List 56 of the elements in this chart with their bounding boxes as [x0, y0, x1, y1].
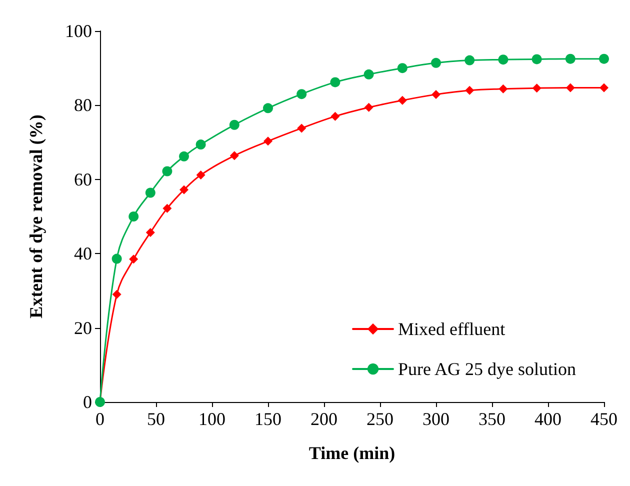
point: [397, 63, 408, 74]
point: [498, 84, 508, 94]
y-tick-label: 40: [74, 244, 92, 264]
point: [464, 55, 475, 66]
x-tick-label: 0: [96, 409, 104, 429]
point: [146, 228, 155, 237]
point: [196, 140, 206, 150]
legend-label: Mixed effluent: [398, 319, 506, 339]
point: [230, 151, 239, 160]
x-tick-label: 350: [478, 409, 506, 429]
x-tick-label: 300: [422, 409, 450, 429]
point: [145, 188, 156, 198]
legend-label: Pure AG 25 dye solution: [398, 359, 576, 379]
point: [229, 120, 240, 130]
x-tick-label: 200: [310, 409, 338, 429]
x-tick-label: 150: [254, 409, 282, 429]
point: [296, 89, 307, 100]
point: [330, 112, 340, 121]
point: [398, 96, 407, 105]
y-axis-title: Extent of dye removal (%): [26, 114, 46, 318]
point: [263, 103, 273, 114]
x-tick-label: 50: [147, 409, 165, 429]
point: [162, 204, 172, 213]
y-tick-label: 20: [74, 318, 92, 338]
y-tick-label: 0: [83, 392, 92, 412]
point: [565, 54, 576, 64]
y-tick-label: 60: [74, 169, 92, 190]
point: [112, 254, 122, 264]
point: [364, 102, 374, 112]
point: [128, 212, 139, 222]
point: [532, 54, 542, 64]
point: [112, 290, 122, 299]
point: [180, 185, 188, 194]
point: [599, 54, 609, 64]
point: [179, 151, 189, 162]
y-tick-label: 100: [65, 21, 92, 41]
point: [364, 69, 374, 80]
point: [532, 84, 542, 93]
point: [431, 58, 441, 68]
point: [566, 83, 575, 92]
y-tick-label: 80: [74, 95, 92, 116]
point: [432, 90, 440, 99]
point: [498, 54, 508, 65]
point: [465, 86, 474, 95]
x-axis-title: Time (min): [308, 443, 396, 463]
point: [330, 77, 340, 88]
x-tick-label: 250: [366, 409, 394, 429]
point: [196, 170, 206, 180]
x-tick-label: 400: [534, 409, 562, 429]
point: [162, 166, 172, 176]
point: [297, 124, 306, 133]
x-tick-label: 100: [198, 409, 226, 429]
point: [600, 83, 608, 92]
point: [264, 136, 272, 146]
x-tick-label: 450: [590, 409, 618, 429]
point: [129, 254, 138, 264]
